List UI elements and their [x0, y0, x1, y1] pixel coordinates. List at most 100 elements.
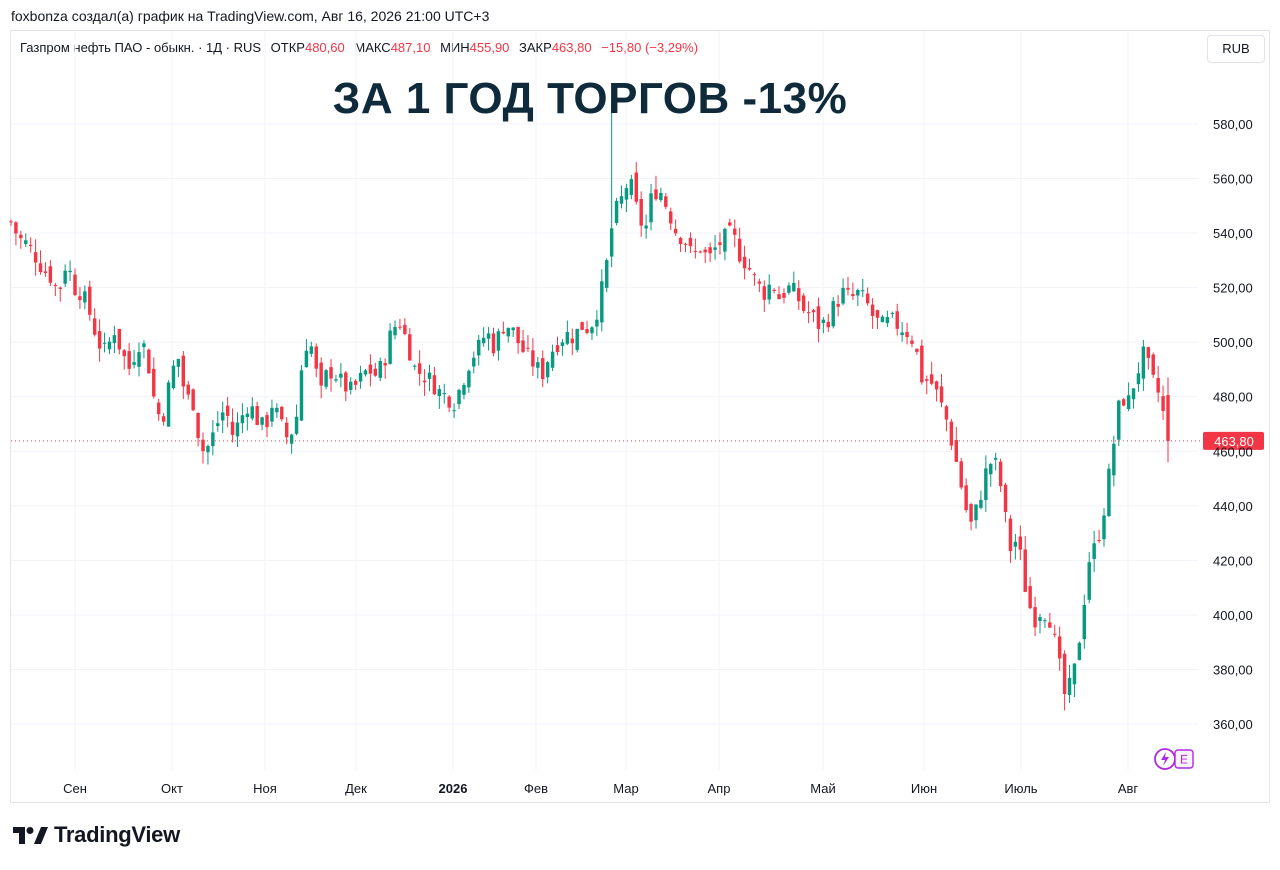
events-badge[interactable]: E	[1153, 747, 1195, 776]
candle-body	[220, 412, 225, 421]
candle-body	[1166, 395, 1170, 441]
candle-body	[600, 281, 604, 323]
candle-body	[688, 237, 693, 247]
candle-body	[634, 172, 638, 202]
candle-body	[767, 284, 771, 300]
candle-body	[693, 250, 698, 252]
candle-body	[147, 349, 151, 374]
candle-body	[570, 338, 574, 344]
candle-body	[156, 402, 161, 415]
y-tick-label: 540,00	[1213, 226, 1253, 241]
candle-body	[762, 286, 767, 300]
candle-body	[1121, 399, 1126, 406]
candle-body	[1023, 549, 1027, 592]
candle-body	[934, 381, 939, 390]
candle-body	[437, 389, 442, 396]
chart-panel[interactable]	[10, 30, 1270, 803]
symbol-legend: Газпром нефть ПАО - обыкн. · 1Д · RUS ОТ…	[20, 40, 698, 55]
candle-body	[649, 193, 653, 223]
candle-body	[206, 446, 210, 453]
tradingview-logo[interactable]: TradingView	[12, 822, 180, 848]
candle-body	[1082, 604, 1087, 640]
candle-body	[176, 358, 181, 367]
candle-body	[284, 422, 289, 438]
candle-body	[137, 352, 141, 367]
candle-body	[723, 228, 727, 252]
candle-body	[1033, 607, 1037, 628]
earnings-icon	[1174, 749, 1194, 769]
candle-body	[526, 347, 530, 349]
candle-body	[757, 281, 762, 284]
candle-body	[1072, 663, 1077, 685]
x-tick-label: Мар	[613, 781, 638, 796]
candle-body	[920, 345, 924, 383]
candle-body	[43, 271, 48, 273]
candle-body	[1077, 642, 1082, 661]
tradingview-logo-icon	[13, 827, 48, 844]
candle-body	[900, 332, 904, 336]
candle-body	[142, 343, 146, 348]
candles	[9, 102, 1170, 711]
candle-body	[944, 406, 949, 420]
candle-body	[708, 247, 712, 254]
candle-body	[521, 340, 525, 352]
candle-body	[826, 321, 831, 328]
candle-body	[19, 234, 23, 239]
candle-body	[501, 331, 506, 334]
candle-body	[403, 324, 407, 335]
candle-body	[191, 389, 195, 411]
candle-body	[235, 422, 240, 437]
candle-body	[275, 407, 279, 413]
candle-body	[851, 293, 855, 296]
candle-body	[1126, 395, 1131, 410]
candle-body	[1141, 346, 1146, 379]
candle-body	[196, 412, 200, 439]
candle-body	[870, 304, 875, 317]
change-value: −15,80 (−3,29%)	[601, 40, 699, 55]
candle-body	[368, 364, 373, 374]
candle-body	[260, 417, 264, 425]
candle-body	[979, 499, 983, 508]
x-tick-label: Авг	[1118, 781, 1139, 796]
candle-body	[1008, 518, 1013, 552]
candle-body	[875, 310, 880, 318]
candle-body	[348, 381, 353, 390]
candle-body	[1151, 354, 1155, 375]
candle-body	[265, 415, 269, 428]
currency-button[interactable]: RUB	[1207, 35, 1265, 63]
candle-body	[181, 355, 186, 387]
candle-body	[880, 316, 885, 323]
candle-body	[949, 421, 954, 446]
open-value: 480,60	[304, 40, 345, 55]
candle-body	[491, 333, 496, 354]
candle-body	[752, 274, 757, 276]
candle-body	[122, 350, 126, 357]
open-label: ОТКР	[270, 40, 305, 55]
candle-body	[152, 368, 156, 397]
candle-body	[545, 362, 550, 378]
symbol-name[interactable]: Газпром нефть ПАО - обыкн. · 1Д · RUS	[20, 40, 262, 55]
candle-body	[14, 222, 18, 234]
x-tick-label: Дек	[345, 781, 367, 796]
candle-body	[1112, 443, 1116, 476]
y-tick-label: 560,00	[1213, 172, 1253, 187]
candle-body	[821, 319, 826, 324]
candle-body	[68, 270, 72, 273]
candle-body	[58, 287, 62, 289]
y-tick-label: 480,00	[1213, 390, 1253, 405]
candle-body	[910, 340, 914, 344]
candle-body	[102, 342, 107, 344]
candle-body	[9, 221, 13, 223]
candle-body	[772, 289, 776, 292]
candle-body	[1043, 620, 1047, 622]
candle-body	[107, 341, 112, 350]
candle-body	[678, 237, 683, 244]
close-label: ЗАКР	[519, 40, 552, 55]
y-tick-label: 380,00	[1213, 662, 1253, 677]
candle-body	[624, 188, 629, 200]
tradingview-wordmark: TradingView	[54, 822, 180, 847]
candle-body	[166, 382, 171, 427]
y-tick-label: 360,00	[1213, 717, 1253, 732]
candle-body	[393, 326, 397, 336]
